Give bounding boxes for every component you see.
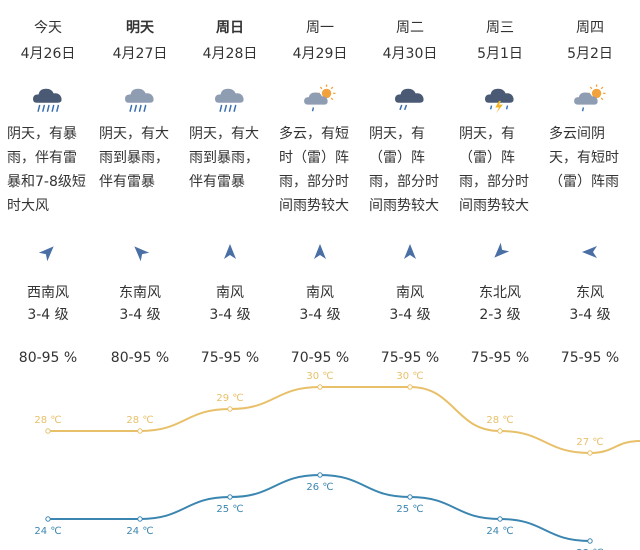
- weather-description: 多云间阴天，有短时（雷）阵雨: [549, 126, 619, 190]
- rain-icon: [125, 88, 154, 112]
- forecast-day-column: 明天 4月27日阴天，有大雨到暴雨，伴有雷暴东南风 3-4 级 80-95 %: [95, 0, 185, 380]
- wind-arrow-icon: [582, 246, 597, 258]
- high-temp-point: [227, 406, 233, 412]
- weather-description: 阴天，有暴雨，伴有雷暴和7-8级短时大风: [7, 126, 86, 214]
- weather-description: 阴天，有（雷）阵雨，部分时间雨势较大: [459, 126, 529, 214]
- forecast-day-column: 周日 4月28日阴天，有大雨到暴雨，伴有雷暴南风 3-4 级 75-95 %: [185, 0, 275, 380]
- light-rain-icon: [395, 88, 424, 111]
- high-temp-label: 28 ℃: [34, 415, 61, 426]
- date-label: 4月28日: [202, 46, 258, 62]
- forecast-day-column: 周三 5月1日阴天，有（雷）阵雨，部分时间雨势较大东北风 2-3 级 75-95 %: [455, 0, 545, 380]
- weather-description: 阴天，有大雨到暴雨，伴有雷暴: [99, 126, 169, 190]
- date-label: 5月1日: [477, 46, 523, 62]
- high-temp-label: 30 ℃: [306, 371, 333, 382]
- low-temp-point: [407, 494, 413, 500]
- rain-icon: [215, 88, 244, 112]
- forecast-day-column: 周一 4月29日多云，有短时（雷）阵雨，部分时间雨势较大南风 3-4 级 70-95 …: [275, 0, 365, 380]
- high-temp-label: 27 ℃: [576, 437, 603, 448]
- high-temp-point: [407, 384, 413, 390]
- sun-cloud-rain-icon: [574, 84, 606, 112]
- low-temp-point: [137, 516, 143, 522]
- date-label: 4月29日: [292, 46, 348, 62]
- day-label: 周一: [306, 20, 334, 36]
- forecast-columns: 今天 4月26日阴天，有暴雨，伴有雷暴和7-8级短时大风西南风 3-4 级 80-95…: [3, 0, 635, 380]
- high-temp-label: 29 ℃: [216, 393, 243, 404]
- humidity: 70-95 %: [290, 350, 350, 366]
- low-temp-point: [45, 516, 51, 522]
- weather-description: 阴天，有大雨到暴雨，伴有雷暴: [189, 126, 259, 190]
- day-label: 周日: [216, 20, 244, 36]
- high-temp-point: [137, 428, 143, 434]
- wind-arrow-icon: [134, 246, 150, 262]
- day-label: 今天: [34, 20, 62, 36]
- high-temp-point: [45, 428, 51, 434]
- wind-arrow-icon: [314, 244, 326, 259]
- low-temp-label: 25 ℃: [396, 504, 423, 515]
- wind-level: 3-4 级: [119, 307, 161, 323]
- high-temp-point: [497, 428, 503, 434]
- wind-direction: 东南风: [119, 285, 161, 301]
- high-temp-label: 28 ℃: [126, 415, 153, 426]
- low-temp-label: 24 ℃: [126, 526, 153, 537]
- sun-cloud-rain-icon: [304, 84, 336, 112]
- weather-description: 多云，有短时（雷）阵雨，部分时间雨势较大: [279, 126, 349, 214]
- wind-arrow-icon: [224, 244, 236, 259]
- day-label: 周四: [576, 20, 604, 36]
- high-temp-point: [587, 450, 593, 456]
- wind-level: 3-4 级: [299, 307, 341, 323]
- low-temp-label: 25 ℃: [216, 504, 243, 515]
- humidity: 75-95 %: [560, 350, 620, 366]
- wind-level: 3-4 级: [27, 307, 69, 323]
- humidity: 75-95 %: [380, 350, 440, 366]
- wind-arrow-icon: [494, 242, 510, 258]
- wind-direction: 南风: [216, 285, 244, 301]
- forecast-day-column: 周二 4月30日阴天，有（雷）阵雨，部分时间雨势较大南风 3-4 级 75-95 %: [365, 0, 455, 380]
- low-temp-label: 24 ℃: [34, 526, 61, 537]
- wind-direction: 东风: [576, 285, 604, 301]
- heavy-rain-icon: [33, 88, 62, 112]
- wind-direction: 西南风: [27, 285, 69, 301]
- humidity: 80-95 %: [110, 350, 170, 366]
- wind-level: 3-4 级: [569, 307, 611, 323]
- high-temp-line: [48, 385, 640, 455]
- date-label: 4月30日: [382, 46, 438, 62]
- high-temp-point: [317, 384, 323, 390]
- wind-direction: 南风: [396, 285, 424, 301]
- day-label: 周三: [486, 20, 514, 36]
- thunderstorm-icon: [485, 88, 514, 114]
- humidity: 75-95 %: [470, 350, 530, 366]
- wind-arrow-icon: [404, 244, 416, 259]
- wind-arrow-icon: [38, 246, 54, 262]
- wind-direction: 东北风: [479, 285, 521, 301]
- low-temp-label: 24 ℃: [486, 526, 513, 537]
- low-temp-label: 26 ℃: [306, 482, 333, 493]
- wind-direction: 南风: [306, 285, 334, 301]
- wind-level: 3-4 级: [209, 307, 251, 323]
- low-temp-point: [587, 538, 593, 544]
- low-temp-label: 23 ℃: [576, 548, 603, 550]
- day-label: 周二: [396, 20, 424, 36]
- high-temp-label: 28 ℃: [486, 415, 513, 426]
- date-label: 5月2日: [567, 46, 613, 62]
- low-temp-point: [317, 472, 323, 478]
- forecast-day-column: 周四 5月2日多云间阴天，有短时（雷）阵雨东风 3-4 级 75-95 %: [545, 0, 635, 380]
- high-temp-label: 30 ℃: [396, 371, 423, 382]
- date-label: 4月26日: [20, 46, 76, 62]
- weather-description: 阴天，有（雷）阵雨，部分时间雨势较大: [369, 126, 439, 214]
- humidity: 75-95 %: [200, 350, 260, 366]
- wind-level: 3-4 级: [389, 307, 431, 323]
- humidity: 80-95 %: [18, 350, 78, 366]
- low-temp-point: [497, 516, 503, 522]
- low-temp-point: [227, 494, 233, 500]
- wind-level: 2-3 级: [479, 307, 521, 323]
- day-label: 明天: [126, 20, 154, 36]
- forecast-day-column: 今天 4月26日阴天，有暴雨，伴有雷暴和7-8级短时大风西南风 3-4 级 80-95…: [3, 0, 93, 380]
- date-label: 4月27日: [112, 46, 168, 62]
